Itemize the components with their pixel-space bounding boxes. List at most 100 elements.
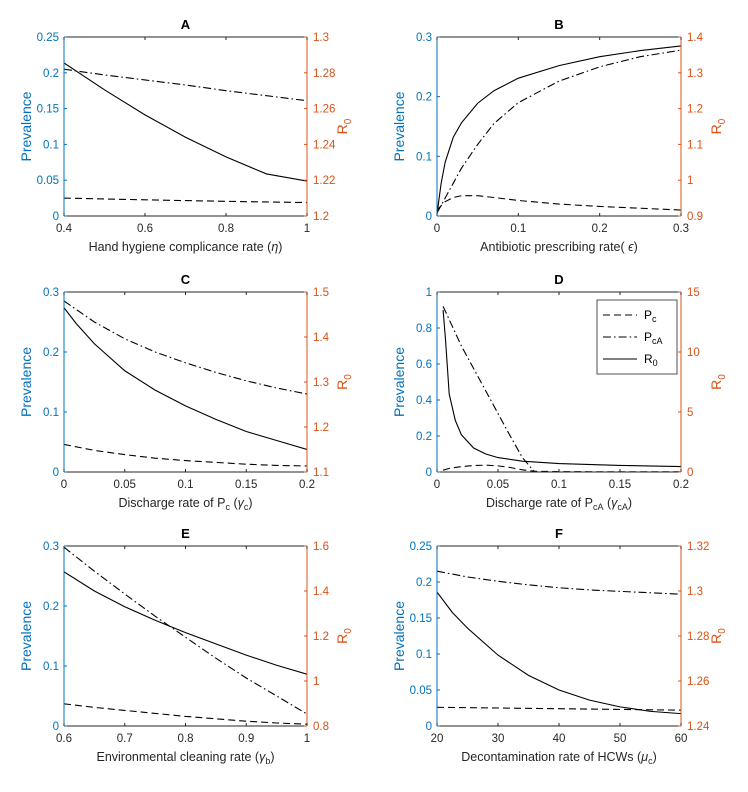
y-right-tick-label: 10 <box>687 347 700 359</box>
y-right-tick-label: 1.24 <box>687 721 710 733</box>
x-tick-label: 0.8 <box>178 733 194 745</box>
y-left-tick-label: 0.1 <box>416 151 432 163</box>
y-right-tick-label: 1 <box>313 676 319 688</box>
x-tick-label: 0.6 <box>56 733 72 745</box>
y-right-tick-label: 1.2 <box>313 211 329 223</box>
x-tick-label: 0.05 <box>114 479 136 491</box>
panel-title: B <box>554 17 563 32</box>
y-right-tick-label: 1.3 <box>313 377 329 389</box>
series-line-pc <box>437 195 681 211</box>
y-left-tick-label: 0.25 <box>37 32 59 44</box>
y-right-tick-label: 0 <box>687 467 693 479</box>
y-left-tick-label: 0.15 <box>37 104 59 116</box>
y-right-tick-label: 15 <box>687 287 700 299</box>
y-right-tick-label: 1.24 <box>313 139 336 151</box>
y-right-tick-label: 1.28 <box>313 68 335 80</box>
series-line-pca <box>64 546 307 715</box>
panel-title: E <box>181 526 190 541</box>
y-right-tick-label: 1.4 <box>687 32 704 44</box>
y-right-label: R0 <box>708 118 728 134</box>
y-left-tick-label: 0 <box>53 721 59 733</box>
y-left-tick-label: 0.2 <box>43 347 59 359</box>
y-left-tick-label: 0.1 <box>43 661 59 673</box>
y-left-tick-label: 0.3 <box>43 287 59 299</box>
x-tick-label: 20 <box>431 733 444 745</box>
x-axis-label: Discharge rate of PcA (γcA) <box>486 496 632 512</box>
y-left-tick-label: 0.1 <box>43 407 59 419</box>
y-left-tick-label: 0.05 <box>410 685 432 697</box>
y-left-label: Prevalence <box>391 347 407 417</box>
series-line-pc <box>64 197 307 204</box>
series-line-pca <box>437 570 681 595</box>
y-right-tick-label: 1.2 <box>313 422 329 434</box>
series-line-r0 <box>437 45 681 215</box>
y-left-tick-label: 0 <box>426 211 432 223</box>
x-tick-label: 0.15 <box>235 479 257 491</box>
x-axis-label: Decontamination rate of HCWs (μc) <box>461 750 656 766</box>
y-right-tick-label: 1.6 <box>313 541 329 553</box>
y-right-label: R0 <box>334 374 354 390</box>
y-right-tick-label: 1.26 <box>687 676 709 688</box>
y-left-tick-label: 0.2 <box>43 601 59 613</box>
y-right-tick-label: 1.28 <box>687 631 709 643</box>
series-line-r0 <box>64 62 307 182</box>
x-axis-label: Hand hygiene complicance rate (η) <box>89 240 283 254</box>
y-left-tick-label: 0.15 <box>410 613 432 625</box>
y-left-tick-label: 0.05 <box>37 175 59 187</box>
y-right-tick-label: 1.32 <box>687 541 709 553</box>
y-left-tick-label: 0 <box>426 721 432 733</box>
series-line-pca <box>64 300 307 395</box>
legend-entry-label: PcA <box>644 330 663 346</box>
x-tick-label: 0.05 <box>487 479 509 491</box>
y-right-tick-label: 1.5 <box>313 287 329 299</box>
series-line-r0 <box>64 307 307 451</box>
x-tick-label: 0 <box>434 223 440 235</box>
y-left-tick-label: 0.3 <box>416 32 432 44</box>
x-tick-label: 1 <box>304 223 310 235</box>
x-tick-label: 0.8 <box>218 223 234 235</box>
x-tick-label: 0.4 <box>56 223 73 235</box>
series-line-pc <box>64 443 307 467</box>
x-tick-label: 0.2 <box>299 479 315 491</box>
legend: Pc PcA R0 <box>596 299 678 375</box>
y-right-tick-label: 1.4 <box>313 586 330 598</box>
x-tick-label: 1 <box>304 733 310 745</box>
y-left-tick-label: 0.2 <box>43 68 59 80</box>
x-tick-label: 0 <box>61 479 67 491</box>
panel-title: F <box>555 526 563 541</box>
x-tick-label: 40 <box>553 733 566 745</box>
series-line-pca <box>437 49 681 214</box>
y-left-tick-label: 1 <box>426 287 432 299</box>
x-tick-label: 50 <box>614 733 627 745</box>
y-left-tick-label: 0.4 <box>416 395 433 407</box>
x-axis-label: Discharge rate of Pc (γc) <box>118 496 252 512</box>
x-tick-label: 0.2 <box>592 223 608 235</box>
y-right-tick-label: 1.3 <box>313 32 329 44</box>
y-left-tick-label: 0.3 <box>43 541 59 553</box>
y-right-tick-label: 1.3 <box>687 586 703 598</box>
x-tick-label: 0.9 <box>238 733 254 745</box>
x-tick-label: 0.15 <box>609 479 631 491</box>
y-left-tick-label: 0.8 <box>416 323 432 335</box>
series-line-pca <box>64 68 307 102</box>
y-right-tick-label: 5 <box>687 407 693 419</box>
y-right-label: R0 <box>708 628 728 644</box>
y-left-label: Prevalence <box>18 601 34 671</box>
x-tick-label: 0.7 <box>117 733 133 745</box>
y-right-tick-label: 1 <box>687 175 693 187</box>
series-line-pc <box>437 706 681 711</box>
y-left-label: Prevalence <box>18 347 34 417</box>
y-left-label: Prevalence <box>18 91 34 161</box>
y-right-tick-label: 0.9 <box>687 211 703 223</box>
y-left-tick-label: 0.1 <box>43 139 59 151</box>
panel-e: 0.6 0.7 0.8 0.9 100.10.20.30.811.21.41.6EEnv… <box>18 526 354 766</box>
panel-b: 0 0.1 0.2 0.300.10.20.30.911.11.21.31.4BAnt… <box>391 17 728 254</box>
y-right-tick-label: 1.2 <box>313 631 329 643</box>
panel-c: 0 0.05 0.1 0.15 0.2 0 0.1 0.2 0.3 1.1 1.2 1.3 1.4 1.5… <box>18 272 354 512</box>
panel-title: A <box>181 17 191 32</box>
x-tick-label: 0.1 <box>551 479 567 491</box>
series-line-pc <box>64 703 307 725</box>
x-tick-label: 0.1 <box>510 223 526 235</box>
y-left-label: Prevalence <box>391 91 407 161</box>
